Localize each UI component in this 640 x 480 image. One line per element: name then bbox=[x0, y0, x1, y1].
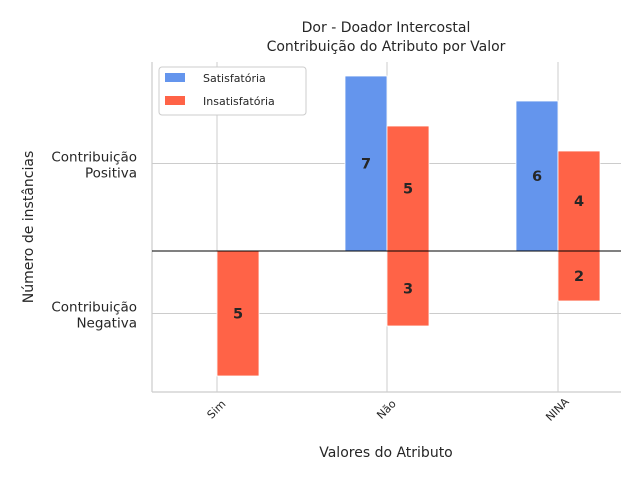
plot-area: Contribuição Positiva Contribuição Negativa… bbox=[51, 62, 621, 424]
x-axis-label: Valores do Atributo bbox=[319, 445, 453, 461]
bar-label-insatisfatoria-neg-sim: 5 bbox=[233, 307, 243, 323]
legend-swatch-insatisfatoria bbox=[165, 96, 185, 105]
y-axis-label: Número de instâncias bbox=[21, 151, 37, 303]
bar-insatisfatoria-pos-nina bbox=[557, 150, 601, 252]
bar-label-insatisfatoria-neg-não: 3 bbox=[403, 282, 413, 298]
bar-insatisfatoria-neg-sim bbox=[216, 250, 260, 377]
legend-label-satisfatoria: Satisfatória bbox=[203, 72, 266, 85]
legend-box bbox=[158, 66, 307, 116]
bar-label-insatisfatoria-pos-nina: 4 bbox=[574, 194, 584, 210]
legend: Satisfatória Insatisfatória bbox=[158, 66, 307, 116]
chart-title-line-2: Contribuição do Atributo por Valor bbox=[267, 39, 506, 55]
bar-label-insatisfatoria-pos-não: 5 bbox=[403, 182, 413, 198]
legend-swatch-satisfatoria bbox=[165, 73, 185, 82]
bar-label-insatisfatoria-neg-nina: 2 bbox=[574, 269, 584, 285]
chart-title-line-1: Dor - Doador Intercostal bbox=[302, 20, 471, 36]
bar-insatisfatoria-neg-não bbox=[386, 250, 430, 327]
y-tick-label-1: Contribuição Negativa bbox=[51, 300, 137, 332]
x-tick-label-nina: NINA bbox=[543, 395, 572, 424]
bar-label-satisfatoria-nina: 6 bbox=[532, 169, 542, 185]
y-tick-label-0: Contribuição Positiva bbox=[51, 150, 137, 182]
bar-insatisfatoria-neg-nina bbox=[557, 250, 601, 302]
bar-satisfatoria-nina bbox=[515, 100, 559, 252]
legend-label-insatisfatoria: Insatisfatória bbox=[203, 95, 275, 108]
x-tick-label-não: Não bbox=[374, 397, 399, 422]
bar-label-satisfatoria-não: 7 bbox=[361, 157, 371, 173]
x-tick-label-sim: Sim bbox=[205, 398, 229, 422]
bar-insatisfatoria-pos-não bbox=[386, 125, 430, 252]
bar-satisfatoria-não bbox=[344, 75, 388, 252]
